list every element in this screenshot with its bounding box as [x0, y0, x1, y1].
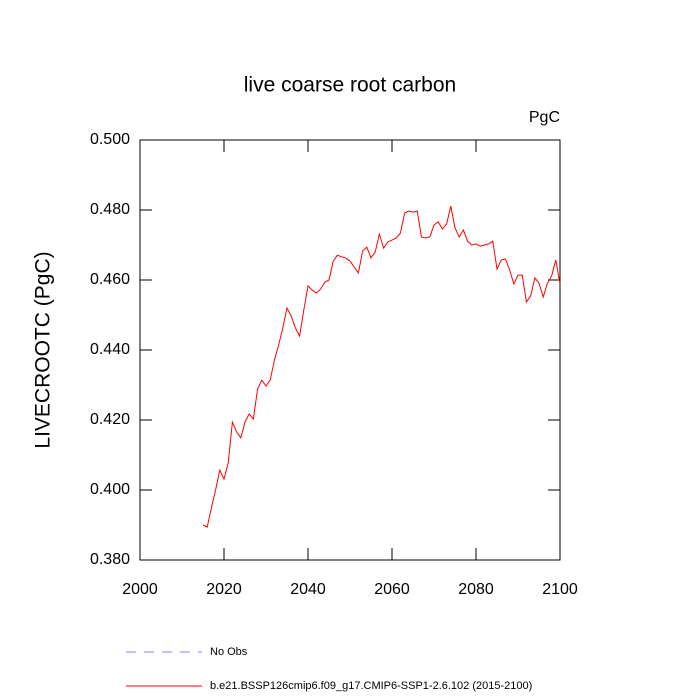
y-tick-label: 0.400	[90, 481, 130, 498]
legend-label: No Obs	[210, 646, 248, 658]
y-axis-label: LIVECROOTC (PgC)	[32, 251, 55, 448]
x-tick-label: 2020	[206, 581, 242, 598]
y-tick-label: 0.420	[90, 411, 130, 428]
chart-title: live coarse root carbon	[244, 74, 456, 97]
y-tick-label: 0.480	[90, 201, 130, 218]
x-tick-label: 2040	[290, 581, 326, 598]
y-tick-label: 0.460	[90, 271, 130, 288]
y-tick-label: 0.440	[90, 341, 130, 358]
data-line	[202, 206, 561, 528]
x-tick-label: 2000	[122, 581, 158, 598]
y-tick-label: 0.380	[90, 551, 130, 568]
plot-frame	[139, 139, 561, 561]
x-tick-label: 2080	[458, 581, 494, 598]
y-tick-label: 0.500	[90, 131, 130, 148]
units-label: PgC	[529, 109, 560, 126]
x-tick-label: 2100	[542, 581, 578, 598]
legend-label: b.e21.BSSP126cmip6.f09_g17.CMIP6-SSP1-2.…	[210, 680, 532, 692]
x-tick-label: 2060	[374, 581, 410, 598]
